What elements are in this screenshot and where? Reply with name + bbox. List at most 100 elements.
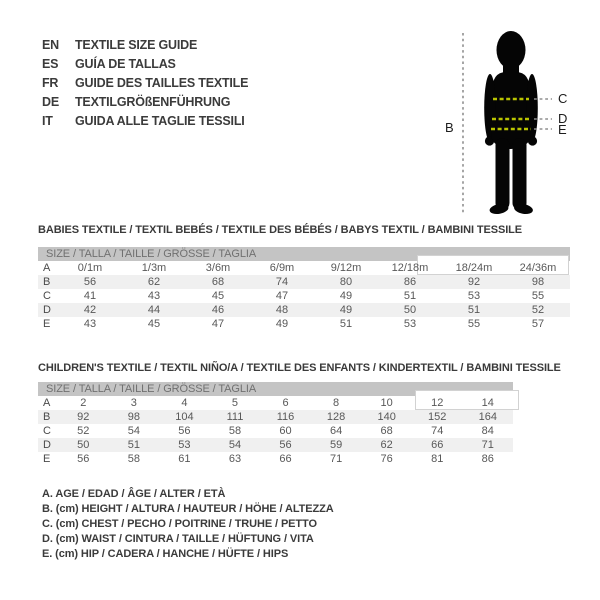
table-cell: 51 — [339, 318, 353, 330]
table-cell: 71 — [481, 439, 494, 451]
row-label: A — [43, 397, 51, 409]
table-cell: 92 — [467, 276, 481, 288]
list-item: FR GUIDE DES TAILLES TEXTILE — [42, 74, 248, 93]
table-cell: 3 — [130, 397, 137, 409]
table-cell: 41 — [83, 290, 97, 302]
table-cell: 58 — [228, 425, 242, 437]
table-cell: 55 — [467, 318, 481, 330]
table-cell: 80 — [339, 276, 353, 288]
table-cell: 2 — [80, 397, 87, 409]
children-section-title: CHILDREN'S TEXTILE / TEXTIL NIÑO/A / TEX… — [38, 362, 561, 374]
babies-size-table: A 0/1m 1/3m 3/6m 6/9m 9/12m 12/18m 18/24m 24/36m… — [38, 261, 570, 331]
table-row: E 43 45 47 49 51 53 55 57 — [38, 317, 570, 331]
row-label: D — [43, 304, 51, 316]
table-cell: 81 — [431, 453, 444, 465]
language-code: EN — [42, 38, 59, 52]
table-cell: 92 — [77, 411, 90, 423]
legend-line-b: B. (cm) HEIGHT / ALTURA / HAUTEUR / HÖHE… — [42, 503, 334, 515]
table-row: D 50 51 53 54 56 59 62 66 71 — [38, 438, 513, 452]
table-cell: 5 — [231, 397, 239, 409]
row-label: A — [43, 262, 51, 274]
table-cell: 76 — [380, 453, 393, 465]
table-cell: 47 — [275, 290, 289, 302]
table-cell: 164 — [478, 411, 497, 423]
table-cell: 14 — [481, 397, 494, 409]
table-row: D 42 44 46 48 49 50 51 52 — [38, 303, 570, 317]
table-cell: 104 — [175, 411, 194, 423]
row-label: D — [43, 439, 51, 451]
table-cell: 49 — [339, 304, 353, 316]
label-c: C — [558, 91, 567, 106]
table-row: A 2 3 4 5 6 8 10 12 14 — [38, 396, 513, 410]
table-cell: 66 — [279, 453, 292, 465]
children-size-header-label: SIZE / TALLA / TAILLE / GRÖSSE / TAGLIA — [46, 383, 257, 395]
table-cell: 116 — [276, 411, 295, 423]
table-cell: 56 — [279, 439, 292, 451]
language-code: DE — [42, 95, 59, 109]
table-cell: 86 — [403, 276, 417, 288]
table-cell: 74 — [275, 276, 289, 288]
table-cell: 53 — [467, 290, 481, 302]
label-d: D — [558, 111, 567, 126]
language-list: EN TEXTILE SIZE GUIDE ES GUÍA DE TALLAS … — [42, 36, 248, 131]
table-cell: 50 — [77, 439, 90, 451]
list-item: IT GUIDA ALLE TAGLIE TESSILI — [42, 112, 248, 131]
table-row: C 52 54 56 58 60 64 68 74 84 — [38, 424, 513, 438]
table-cell: 49 — [339, 290, 353, 302]
table-cell: 12 — [431, 397, 444, 409]
table-cell: 58 — [127, 453, 140, 465]
table-cell: 49 — [275, 318, 289, 330]
table-cell: 59 — [329, 439, 343, 451]
legend-line-a: A. AGE / EDAD / ÂGE / ALTER / ETÀ — [42, 488, 226, 500]
table-cell: 62 — [380, 439, 393, 451]
table-cell: 9/12m — [330, 262, 362, 274]
table-cell: 6/9m — [269, 262, 295, 274]
table-cell: 42 — [83, 304, 97, 316]
table-cell: 56 — [77, 453, 90, 465]
language-title: GUIDA ALLE TAGLIE TESSILI — [75, 114, 245, 128]
measurement-figure: B C D E — [440, 20, 600, 220]
table-row: C 41 43 45 47 49 51 53 55 — [38, 289, 570, 303]
table-cell: 51 — [127, 439, 140, 451]
label-b: B — [445, 120, 454, 135]
table-row: E 56 58 61 63 66 71 76 81 86 — [38, 452, 513, 466]
children-size-table: A 2 3 4 5 6 8 10 12 14 B 92 98 104 111 116 128 140 152 164 C… — [38, 396, 513, 466]
babies-size-header-label: SIZE / TALLA / TAILLE / GRÖSSE / TAGLIA — [46, 248, 257, 260]
table-cell: 74 — [431, 425, 444, 437]
list-item: ES GUÍA DE TALLAS — [42, 55, 248, 74]
table-cell: 51 — [403, 290, 417, 302]
table-cell: 57 — [531, 318, 545, 330]
table-row: B 92 98 104 111 116 128 140 152 164 — [38, 410, 513, 424]
language-title: GUIDE DES TAILLES TEXTILE — [75, 76, 249, 90]
language-title: TEXTILGRÖßENFÜHRUNG — [75, 95, 231, 109]
table-cell: 66 — [431, 439, 444, 451]
table-cell: 111 — [226, 411, 244, 423]
table-cell: 56 — [83, 276, 97, 288]
table-cell: 128 — [326, 411, 346, 423]
table-cell: 98 — [531, 276, 545, 288]
table-row: A 0/1m 1/3m 3/6m 6/9m 9/12m 12/18m 18/24m 24/36m — [38, 261, 570, 275]
table-cell: 53 — [403, 318, 417, 330]
language-code: IT — [42, 114, 53, 128]
table-cell: 54 — [228, 439, 242, 451]
table-cell: 55 — [531, 290, 545, 302]
row-label: B — [43, 276, 51, 288]
table-cell: 54 — [127, 425, 140, 437]
table-cell: 140 — [377, 411, 396, 423]
table-cell: 53 — [178, 439, 191, 451]
babies-highlight-box — [417, 255, 569, 275]
measurement-legend: A. AGE / EDAD / ÂGE / ALTER / ETÀ B. (cm… — [42, 487, 334, 562]
table-cell: 56 — [178, 425, 191, 437]
table-row: B 56 62 68 74 80 86 92 98 — [38, 275, 570, 289]
table-cell: 62 — [147, 276, 161, 288]
table-cell: 6 — [282, 397, 289, 409]
row-label: B — [43, 411, 51, 423]
table-cell: 24/36m — [519, 262, 557, 274]
table-cell: 48 — [275, 304, 289, 316]
table-cell: 47 — [211, 318, 225, 330]
table-cell: 61 — [178, 453, 191, 465]
table-cell: 84 — [481, 425, 494, 437]
table-cell: 43 — [83, 318, 97, 330]
label-e: E — [558, 122, 567, 137]
legend-line-d: D. (cm) WAIST / CINTURA / TAILLE / HÜFTU… — [42, 533, 314, 545]
